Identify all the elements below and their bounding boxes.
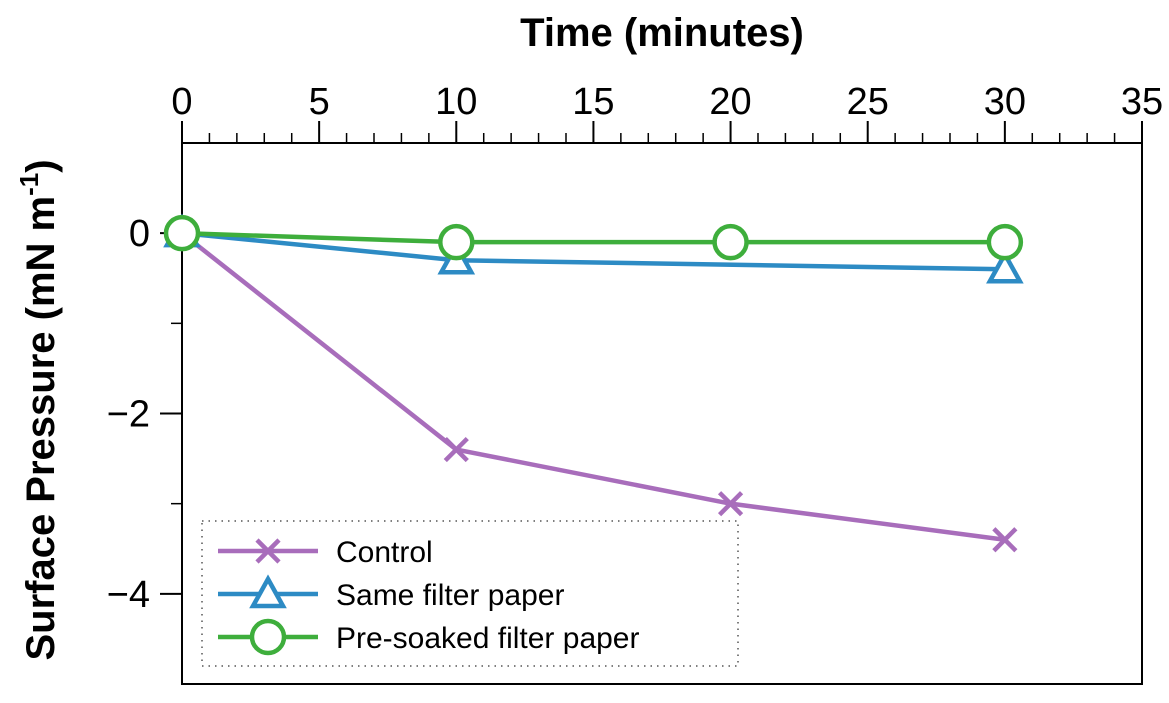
y-tick-label: −2 bbox=[107, 394, 150, 436]
legend: Control Same filter paper Pre-soaked filte… bbox=[201, 520, 739, 667]
series-3-point bbox=[163, 214, 201, 252]
series-1-point-stroke-b bbox=[992, 527, 1018, 553]
legend-swatch-marker bbox=[249, 618, 287, 656]
series-1-point-stroke-b bbox=[443, 436, 469, 463]
svg-text:Surface Pressure (mN m-1): Surface Pressure (mN m-1) bbox=[14, 159, 63, 660]
legend-label: Control bbox=[336, 536, 433, 569]
series-3-point bbox=[986, 223, 1024, 261]
series-1 bbox=[169, 220, 1018, 553]
series-1-point bbox=[992, 527, 1018, 553]
series-2 bbox=[163, 213, 1024, 284]
legend-item: Control bbox=[218, 536, 433, 569]
series-3 bbox=[163, 214, 1024, 261]
series-layer bbox=[163, 213, 1024, 553]
y-axis-title-main: Surface Pressure (mN m bbox=[19, 196, 63, 661]
series-3-point bbox=[438, 223, 475, 261]
series-1-point bbox=[443, 436, 469, 463]
legend-item: Pre-soaked filter paper bbox=[218, 618, 640, 656]
y-tick-label: −4 bbox=[107, 574, 150, 616]
series-1-point bbox=[717, 491, 744, 517]
x-tick-label: 30 bbox=[984, 81, 1026, 123]
legend-swatch-marker bbox=[255, 538, 281, 564]
legend-swatch-marker bbox=[249, 574, 287, 609]
series-1-line bbox=[180, 231, 1006, 542]
y-axis-title-superscript: -1 bbox=[14, 173, 44, 196]
legend-item: Same filter paper bbox=[218, 574, 564, 612]
legend-swatch-marker-stroke-b bbox=[255, 538, 281, 564]
x-tick-label: 20 bbox=[709, 81, 751, 123]
x-axis-ticks: 0 5 10 15 20 25 30 35 bbox=[171, 81, 1163, 143]
series-1-point-stroke-b bbox=[717, 491, 744, 517]
x-tick-label: 5 bbox=[309, 81, 330, 123]
x-tick-label: 0 bbox=[171, 81, 192, 123]
y-axis-ticks: 0 −2 −4 bbox=[107, 213, 182, 616]
y-axis-title: Surface Pressure (mN m-1) bbox=[14, 159, 63, 660]
legend-label: Same filter paper bbox=[336, 579, 564, 612]
x-tick-label: 25 bbox=[847, 81, 889, 123]
series-3-line bbox=[181, 230, 1005, 245]
y-axis-title-close: ) bbox=[19, 159, 63, 172]
y-tick-label: 0 bbox=[129, 213, 150, 255]
x-tick-label: 35 bbox=[1121, 81, 1163, 123]
series-2-point bbox=[986, 249, 1024, 284]
x-tick-label: 10 bbox=[435, 81, 477, 123]
x-tick-label: 15 bbox=[572, 81, 614, 123]
series-3-point bbox=[712, 223, 749, 261]
legend-label: Pre-soaked filter paper bbox=[336, 622, 640, 655]
x-axis-title: Time (minutes) bbox=[520, 11, 804, 55]
